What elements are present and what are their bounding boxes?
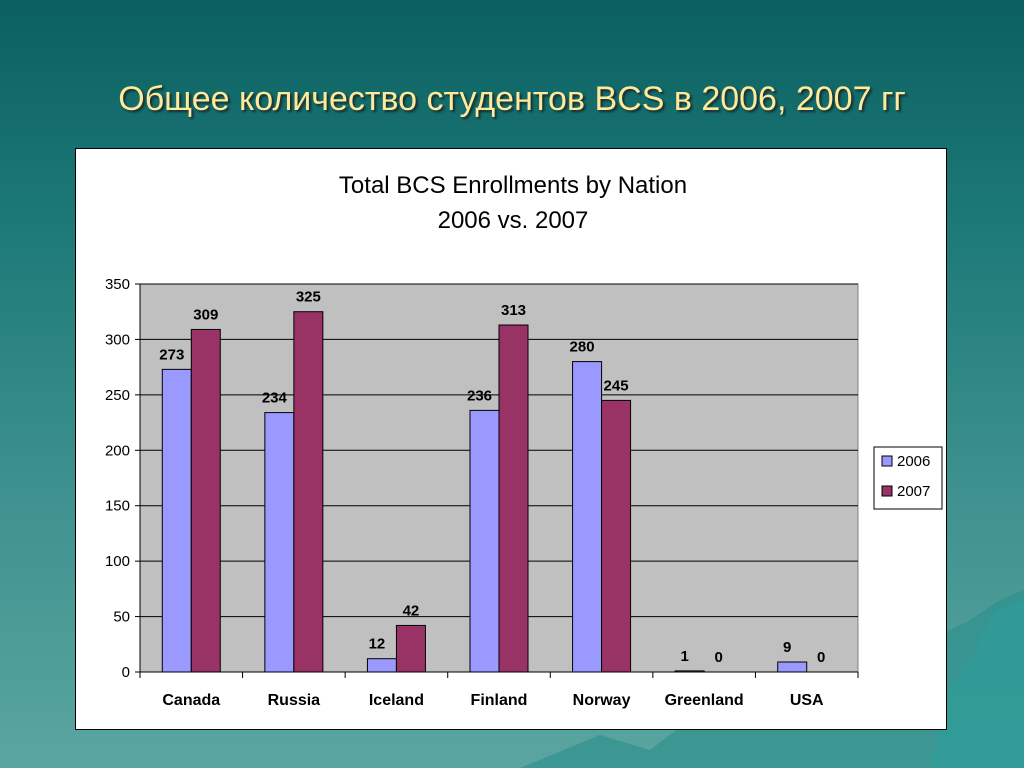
data-label: 0 xyxy=(714,649,722,666)
data-label: 234 xyxy=(262,390,288,407)
chart-frame: Total BCS Enrollments by Nation 2006 vs.… xyxy=(75,148,947,730)
data-label: 0 xyxy=(817,649,825,666)
y-tick-label: 350 xyxy=(105,276,130,293)
x-tick-label: Canada xyxy=(162,692,220,709)
y-tick-label: 250 xyxy=(105,387,130,404)
x-tick-label: USA xyxy=(790,692,824,709)
legend-label: 2007 xyxy=(897,483,930,500)
y-tick-label: 50 xyxy=(113,609,130,626)
bar-2007 xyxy=(190,328,221,673)
bar-2007 xyxy=(498,324,529,673)
y-tick-label: 0 xyxy=(122,664,130,681)
data-label: 12 xyxy=(369,636,386,653)
y-tick-label: 200 xyxy=(105,442,130,459)
data-label: 273 xyxy=(159,346,184,363)
bar-2006 xyxy=(572,361,603,673)
bar-2006 xyxy=(674,670,705,673)
bar-2006 xyxy=(469,409,500,673)
bar-chart: Total BCS Enrollments by Nation 2006 vs.… xyxy=(105,172,943,709)
x-tick-label: Iceland xyxy=(369,692,424,709)
bar-2006 xyxy=(161,368,192,673)
legend-label: 2006 xyxy=(897,453,930,470)
chart-title-line1: Total BCS Enrollments by Nation xyxy=(339,172,687,199)
bar-2006 xyxy=(264,412,295,673)
bar-2007 xyxy=(395,624,426,673)
legend: 2006 2007 xyxy=(873,446,943,510)
x-tick-label: Russia xyxy=(268,692,321,709)
x-tick-label: Norway xyxy=(573,692,631,709)
data-label: 309 xyxy=(193,306,218,323)
data-label: 9 xyxy=(783,639,791,656)
slide-title: Общее количество студентов BCS в 2006, 2… xyxy=(118,80,906,118)
plot-area: 050100150200250300350Canada273309Russia2… xyxy=(105,276,859,709)
bar-2007 xyxy=(601,399,632,673)
y-tick-label: 100 xyxy=(105,553,130,570)
data-label: 42 xyxy=(403,602,420,619)
data-label: 245 xyxy=(604,377,629,394)
bar-2006 xyxy=(777,661,808,673)
legend-swatch-2006 xyxy=(881,455,893,467)
y-tick-label: 150 xyxy=(105,498,130,515)
x-tick-label: Greenland xyxy=(665,692,744,709)
data-label: 236 xyxy=(467,387,492,404)
data-label: 280 xyxy=(570,339,595,356)
bar-2006 xyxy=(366,658,397,673)
legend-swatch-2007 xyxy=(881,485,893,497)
data-label: 325 xyxy=(296,289,321,306)
data-label: 1 xyxy=(680,648,688,665)
x-tick-label: Finland xyxy=(471,692,528,709)
data-label: 313 xyxy=(501,302,526,319)
y-tick-label: 300 xyxy=(105,331,130,348)
chart-title-line2: 2006 vs. 2007 xyxy=(438,207,589,234)
bar-2007 xyxy=(293,311,324,673)
